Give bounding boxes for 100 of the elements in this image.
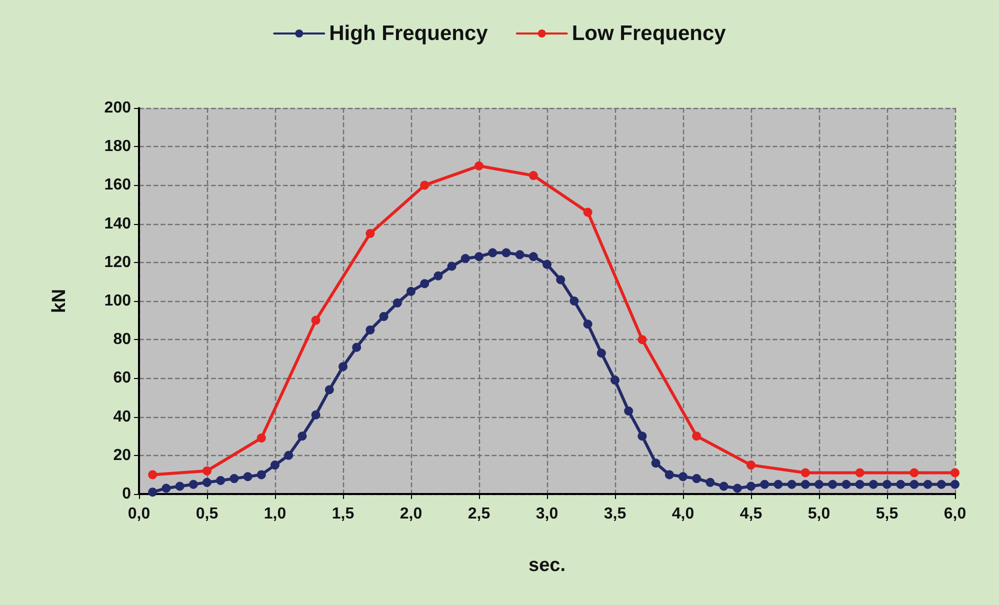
point — [760, 480, 770, 489]
point — [800, 480, 810, 489]
x-tick-label: 1,0 — [264, 506, 286, 522]
point — [256, 434, 266, 443]
point — [828, 480, 838, 489]
point — [460, 254, 470, 264]
point — [664, 470, 674, 480]
point — [392, 298, 402, 308]
x-tick-label: 6,0 — [944, 506, 966, 522]
point — [338, 362, 348, 372]
point — [175, 482, 184, 491]
point — [692, 432, 702, 441]
point — [298, 432, 307, 441]
x-tick-label: 2,5 — [468, 506, 490, 522]
y-tick-label: 120 — [104, 254, 132, 271]
point — [216, 476, 226, 485]
point — [638, 432, 647, 441]
y-tick-label: 0 — [122, 486, 132, 502]
x-tick-label: 1,5 — [332, 506, 354, 522]
x-tick-label: 5,5 — [876, 506, 898, 522]
legend-label: Low Frequency — [572, 22, 726, 45]
point — [855, 480, 864, 489]
point — [868, 480, 878, 489]
point — [515, 250, 524, 260]
x-tick-label: 4,5 — [740, 506, 762, 522]
point — [787, 480, 796, 489]
point — [542, 260, 552, 269]
point — [610, 376, 620, 385]
point — [202, 466, 212, 476]
x-tick-label: 0,0 — [128, 506, 150, 522]
point — [420, 180, 430, 190]
y-tick-label: 200 — [104, 100, 132, 116]
point — [896, 480, 906, 489]
point — [434, 271, 443, 280]
point — [474, 161, 484, 170]
point — [814, 480, 824, 489]
y-tick-label: 140 — [104, 215, 132, 232]
point — [732, 484, 742, 493]
point — [243, 472, 252, 482]
point — [270, 460, 280, 470]
point — [366, 228, 375, 238]
point — [719, 482, 728, 491]
y-tick-label: 100 — [104, 292, 132, 310]
point — [188, 480, 198, 489]
point — [800, 468, 810, 478]
x-tick-label: 5,0 — [808, 506, 830, 522]
point — [950, 468, 960, 478]
point — [256, 470, 266, 480]
point — [583, 320, 592, 329]
x-tick-label: 4,0 — [672, 506, 694, 522]
point — [692, 474, 702, 484]
point — [406, 286, 416, 296]
legend-label: High Frequency — [329, 22, 488, 45]
x-tick-label: 0,5 — [196, 506, 218, 522]
x-tick-label: 3,0 — [536, 506, 558, 522]
y-tick-label: 160 — [104, 176, 132, 194]
point — [311, 316, 320, 325]
point — [624, 406, 634, 416]
point — [162, 484, 171, 493]
x-axis-title: sec. — [528, 555, 566, 576]
y-tick-label: 80 — [113, 331, 132, 348]
point — [379, 312, 388, 321]
point — [366, 325, 375, 334]
point — [706, 478, 715, 487]
point — [638, 335, 647, 344]
x-tick-label: 2,0 — [400, 506, 422, 522]
point — [882, 480, 892, 489]
point — [583, 208, 592, 217]
point — [447, 262, 456, 271]
point — [502, 248, 511, 258]
point — [420, 279, 430, 288]
y-axis-title: kN — [49, 288, 70, 314]
x-tick-label: 3,5 — [604, 506, 626, 522]
point — [148, 470, 158, 480]
point — [528, 252, 538, 262]
point — [746, 482, 756, 491]
point — [230, 474, 239, 484]
point — [202, 478, 212, 487]
point — [528, 171, 538, 180]
point — [855, 468, 864, 478]
point — [570, 296, 579, 306]
point — [678, 472, 688, 482]
point — [352, 342, 362, 352]
point — [774, 480, 783, 489]
point — [651, 458, 660, 468]
y-tick-label: 60 — [113, 370, 132, 387]
point — [474, 252, 484, 262]
point — [746, 460, 756, 470]
point — [284, 450, 294, 460]
point — [910, 468, 919, 478]
y-tick-label: 180 — [104, 138, 132, 156]
point — [324, 385, 334, 394]
point — [148, 488, 158, 497]
y-tick-label: 20 — [113, 446, 132, 464]
point — [596, 348, 606, 358]
point — [842, 480, 851, 489]
point — [950, 480, 960, 489]
point — [910, 480, 919, 489]
point — [311, 410, 320, 420]
point — [923, 480, 932, 489]
